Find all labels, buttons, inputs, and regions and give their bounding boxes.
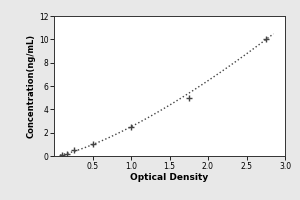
Y-axis label: Concentration(ng/mL): Concentration(ng/mL) xyxy=(27,34,36,138)
X-axis label: Optical Density: Optical Density xyxy=(130,173,208,182)
